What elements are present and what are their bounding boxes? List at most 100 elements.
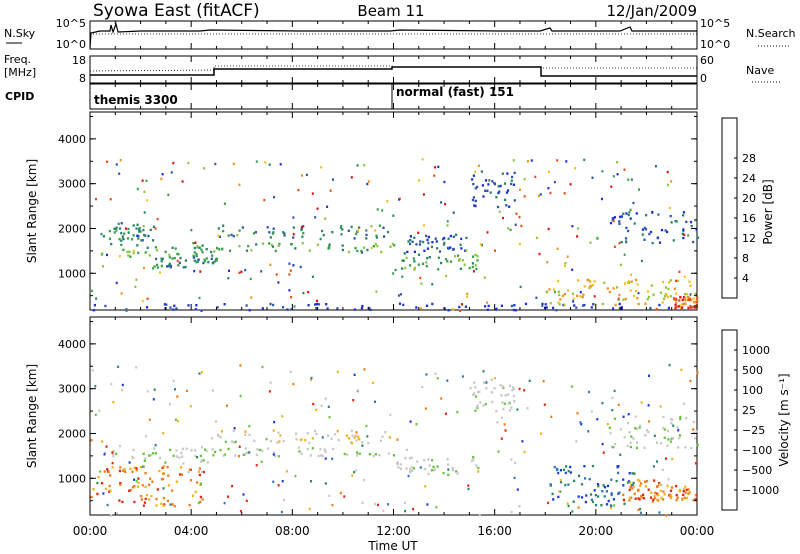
data-cell <box>687 306 690 310</box>
data-cell <box>623 502 626 506</box>
data-cell <box>474 409 477 412</box>
data-cell <box>324 482 327 485</box>
data-cell <box>382 509 385 512</box>
data-cell <box>297 188 300 192</box>
data-cell <box>374 453 377 456</box>
data-cell <box>694 498 697 501</box>
data-cell <box>610 492 613 495</box>
data-cell <box>562 468 566 471</box>
data-cell <box>195 304 198 307</box>
data-cell <box>519 285 522 289</box>
data-cell <box>631 483 634 487</box>
data-cell <box>438 250 442 253</box>
data-cell <box>193 246 196 250</box>
data-cell <box>268 242 271 245</box>
data-cell <box>589 493 593 496</box>
nave-tick-top: 60 <box>700 54 714 67</box>
data-cell <box>473 392 476 395</box>
data-cell <box>677 305 680 308</box>
data-cell <box>273 196 276 199</box>
data-cell <box>576 294 579 297</box>
data-cell <box>649 230 653 234</box>
data-cell <box>172 379 175 383</box>
data-cell <box>583 158 586 162</box>
data-cell <box>155 504 158 507</box>
data-cell <box>431 283 434 286</box>
data-cell <box>184 265 187 269</box>
data-cell <box>667 306 670 310</box>
data-cell <box>675 279 677 283</box>
data-cell <box>154 246 157 249</box>
data-cell <box>322 233 325 237</box>
data-cell <box>682 228 685 231</box>
data-cell <box>641 496 644 499</box>
data-cell <box>518 505 521 508</box>
data-cell <box>365 424 368 428</box>
data-cell <box>109 474 112 477</box>
data-cell <box>103 470 106 473</box>
data-cell <box>442 243 445 246</box>
data-cell <box>656 498 659 501</box>
data-cell <box>446 246 450 250</box>
data-cell <box>375 290 378 293</box>
data-cell <box>426 238 429 242</box>
data-cell <box>652 293 655 296</box>
data-cell <box>339 226 343 229</box>
data-cell <box>419 307 422 310</box>
data-cell <box>396 438 399 441</box>
nsky-tick-top: 10^5 <box>56 17 86 30</box>
data-cell <box>252 232 256 235</box>
data-cell <box>538 194 540 197</box>
data-cell <box>612 307 615 310</box>
data-cell <box>266 226 269 229</box>
data-cell <box>288 273 291 276</box>
data-cell <box>232 235 235 238</box>
data-cell <box>353 237 356 240</box>
data-cell <box>460 247 463 250</box>
data-cell <box>175 307 178 310</box>
data-cell <box>210 257 213 260</box>
data-cell <box>606 287 609 290</box>
data-cell <box>91 369 94 372</box>
data-cell <box>283 234 286 237</box>
data-cell <box>611 396 614 399</box>
data-cell <box>640 482 643 485</box>
data-cell <box>510 182 513 186</box>
data-cell <box>596 236 599 240</box>
data-cell <box>129 255 132 258</box>
data-cell <box>494 377 497 380</box>
data-cell <box>112 449 115 453</box>
data-cell <box>244 433 247 436</box>
data-cell <box>145 179 148 182</box>
data-cell <box>279 163 282 166</box>
data-cell <box>487 183 490 186</box>
data-cell <box>162 465 165 468</box>
data-cell <box>474 199 477 203</box>
data-cell <box>626 444 629 448</box>
nsearch-tick-top: 10^5 <box>700 17 730 30</box>
data-cell <box>417 231 420 234</box>
data-cell <box>143 266 145 270</box>
data-cell <box>154 227 157 230</box>
data-cell <box>586 278 589 282</box>
data-cell <box>695 462 697 465</box>
data-cell <box>292 382 295 386</box>
data-cell <box>281 415 284 418</box>
data-cell <box>164 250 167 253</box>
data-cell <box>497 185 500 188</box>
data-cell <box>612 175 615 178</box>
data-cell <box>622 499 626 502</box>
data-cell <box>491 180 494 183</box>
data-cell <box>617 471 620 475</box>
data-cell <box>455 233 458 237</box>
data-cell <box>148 498 151 501</box>
data-cell <box>526 407 529 410</box>
data-cell <box>605 490 608 493</box>
data-cell <box>136 234 139 237</box>
data-cell <box>215 420 217 423</box>
data-cell <box>427 241 430 245</box>
data-cell <box>244 268 247 272</box>
data-cell <box>683 275 686 279</box>
data-cell <box>289 370 292 373</box>
data-cell <box>277 244 280 247</box>
